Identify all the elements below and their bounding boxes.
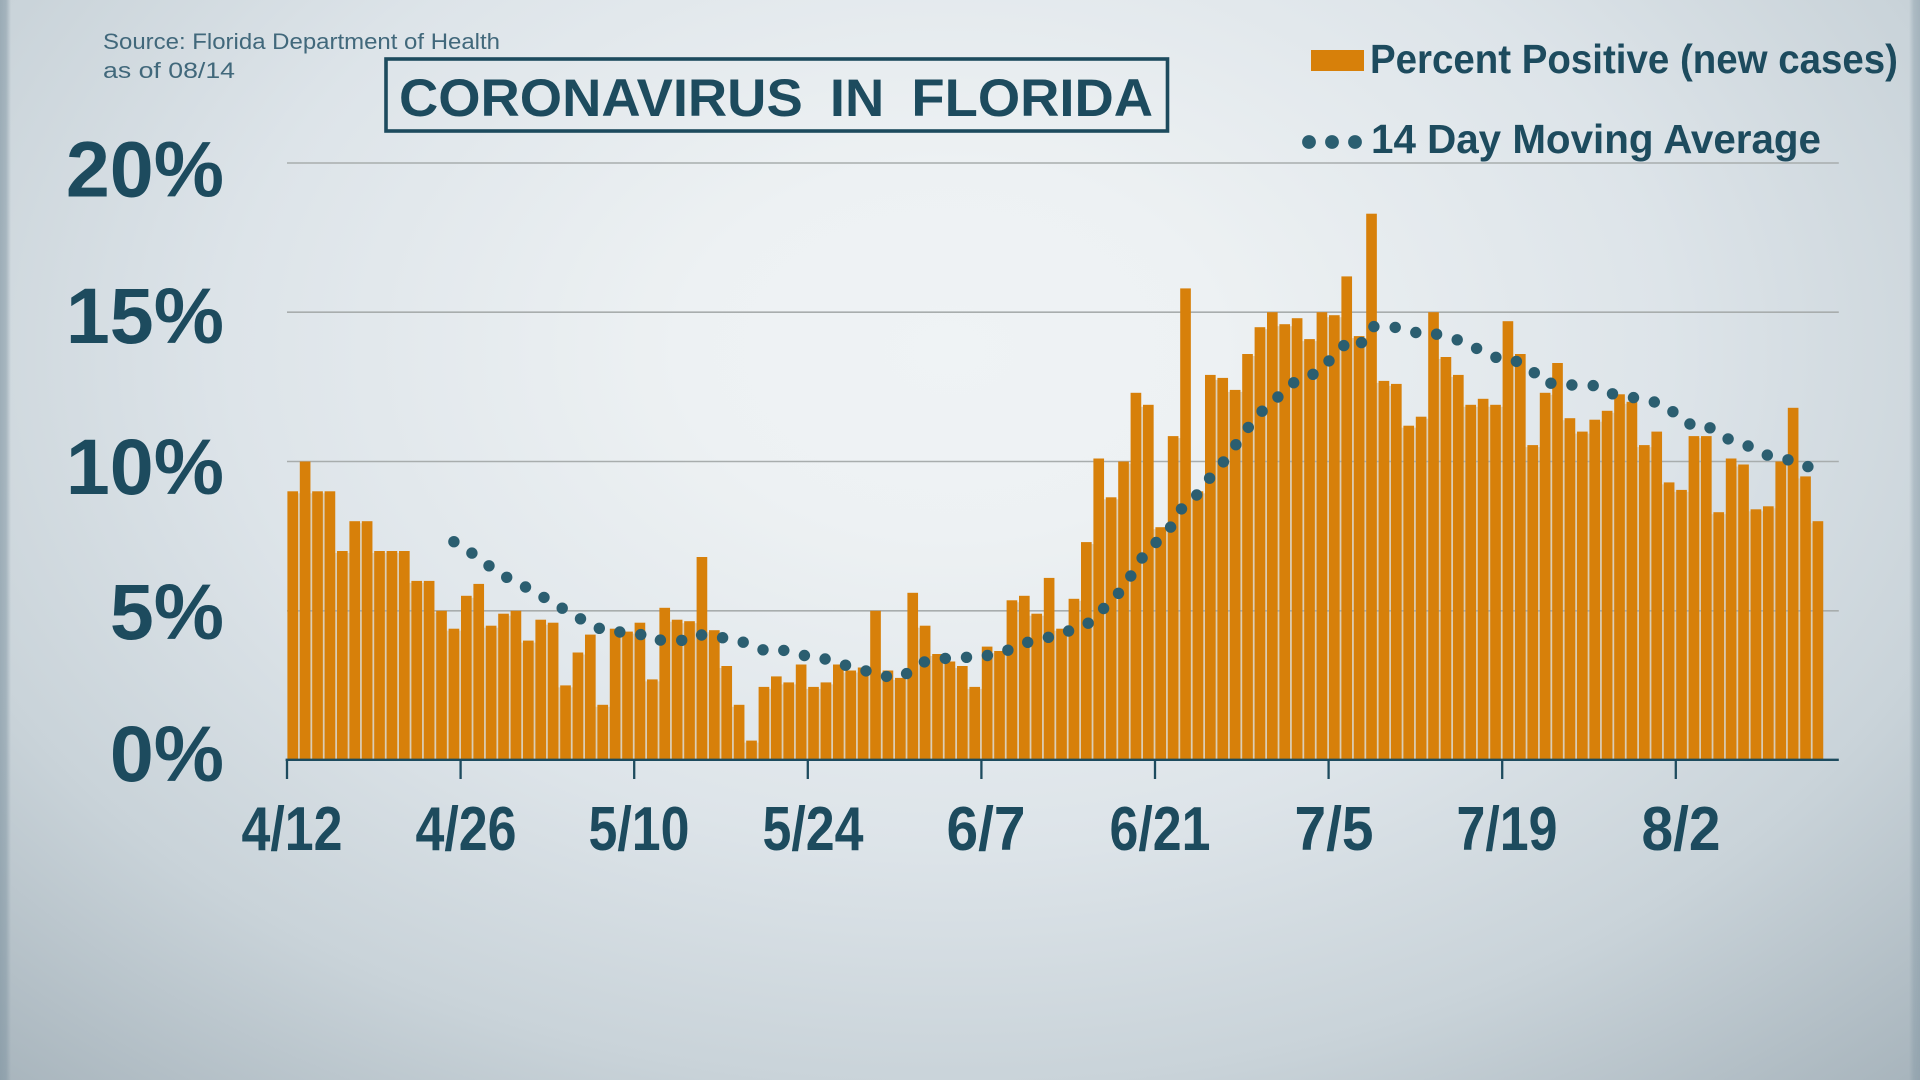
svg-text:5%: 5% [110,567,224,656]
svg-text:7/5: 7/5 [1295,795,1374,864]
svg-text:6/21: 6/21 [1110,795,1211,864]
svg-text:10%: 10% [66,422,224,511]
svg-text:8/2: 8/2 [1642,795,1721,864]
svg-text:Percent Positive (new cases): Percent Positive (new cases) [1370,36,1898,82]
svg-text:7/19: 7/19 [1457,795,1558,864]
svg-text:4/26: 4/26 [416,795,517,864]
svg-text:4/12: 4/12 [242,795,343,864]
svg-text:6/7: 6/7 [947,795,1026,864]
svg-text:5/10: 5/10 [589,795,690,864]
svg-text:Source: Florida Department of: Source: Florida Department of Health [103,29,500,54]
svg-text:CORONAVIRUS IN FLORIDA: CORONAVIRUS IN FLORIDA [399,69,1153,128]
svg-text:as of 08/14: as of 08/14 [103,58,235,83]
svg-text:20%: 20% [66,125,224,214]
svg-text:15%: 15% [66,271,224,360]
svg-text:0%: 0% [110,709,224,798]
svg-text:5/24: 5/24 [763,795,864,864]
svg-text:14 Day Moving Average: 14 Day Moving Average [1371,116,1821,162]
